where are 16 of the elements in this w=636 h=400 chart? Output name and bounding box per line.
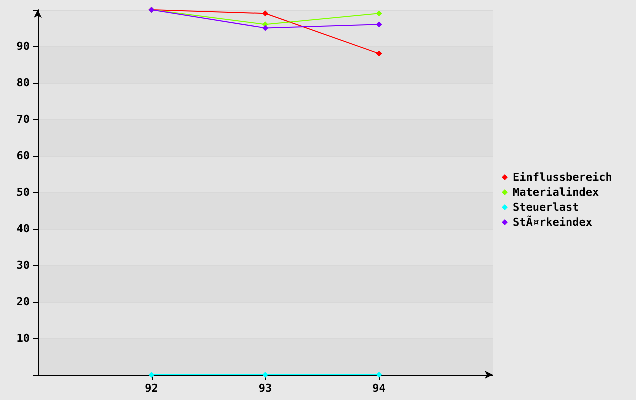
y-tick-label: 80 [16,76,30,90]
x-tick-label: 92 [145,382,158,395]
x-tick-label: 94 [372,382,386,395]
y-tick-label: 40 [16,222,30,236]
legend-label: Materialindex [513,186,600,199]
legend-label: Steuerlast [513,201,580,214]
x-tick-label: 93 [258,382,272,395]
y-tick-label: 70 [16,113,30,126]
y-tick-label: 60 [16,150,30,162]
y-tick-label: 20 [16,296,30,308]
y-tick-label: 30 [16,259,30,272]
y-tick-label: 90 [16,40,30,53]
y-tick-label: 50 [16,186,30,199]
legend-label: StÃ¤rkeindex [513,215,593,229]
y-tick-label: 10 [16,332,30,345]
legend-label: Einflussbereich [513,171,612,184]
